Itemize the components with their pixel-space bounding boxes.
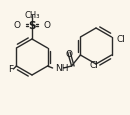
Text: F: F <box>8 64 13 73</box>
Text: Cl: Cl <box>117 35 125 44</box>
Text: CH₃: CH₃ <box>24 11 40 20</box>
Text: S: S <box>28 21 36 31</box>
Text: NH: NH <box>56 64 69 73</box>
Text: O: O <box>44 21 51 30</box>
Text: O: O <box>13 21 20 30</box>
Text: Cl: Cl <box>90 60 98 69</box>
Text: O: O <box>65 50 72 59</box>
